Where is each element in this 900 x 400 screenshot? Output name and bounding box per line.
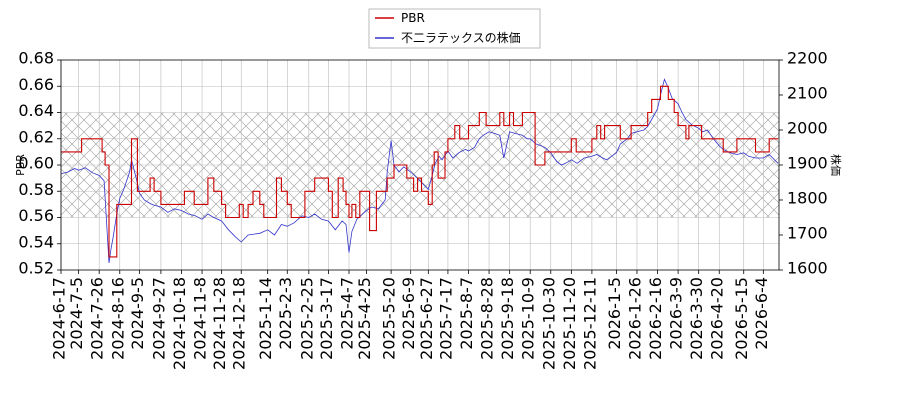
y-left-tick-label: 0.64 xyxy=(18,101,54,120)
x-tick-label: 2025-6-9 xyxy=(399,277,418,350)
y-left-tick-label: 0.58 xyxy=(18,180,54,199)
x-tick-label: 2025-2-25 xyxy=(297,277,316,360)
y-left-tick-label: 0.68 xyxy=(18,49,54,68)
x-tick-label: 2025-12-11 xyxy=(580,277,599,370)
y-right-tick-label: 1600 xyxy=(787,259,828,278)
x-tick-label: 2024-9-5 xyxy=(128,277,147,350)
y-axis-right: 1600 1700 1800 1900 2000 2100 2200 xyxy=(779,49,828,278)
x-tick-label: 2025-8-28 xyxy=(478,277,497,360)
x-tick-label: 2024-10-18 xyxy=(170,277,189,370)
y-left-tick-label: 0.56 xyxy=(18,206,54,225)
x-tick-label: 2025-7-17 xyxy=(436,277,455,360)
series-line-price xyxy=(61,78,779,264)
y-left-tick-label: 0.62 xyxy=(18,127,54,146)
x-tick-label: 2025-11-20 xyxy=(560,277,579,370)
legend-label-price: 不二ラテックスの株価 xyxy=(401,30,521,45)
y-axis-right-label: 株価 xyxy=(829,154,843,176)
legend-box xyxy=(368,8,541,49)
y-axis-left: 0.52 0.54 0.56 0.58 0.60 0.62 0.64 0.66 0.68 xyxy=(18,49,61,278)
x-tick-label: 2025-6-27 xyxy=(417,277,436,360)
x-tick-label: 2024-7-26 xyxy=(88,277,107,360)
x-tick-label: 2025-9-18 xyxy=(498,277,517,360)
y-left-tick-label: 0.66 xyxy=(18,75,54,94)
x-tick-label: 2024-9-27 xyxy=(149,277,168,360)
x-tick-label: 2024-8-16 xyxy=(108,277,127,360)
x-tick-label: 2024-11-28 xyxy=(210,277,229,370)
y-right-tick-label: 2100 xyxy=(787,84,828,103)
x-tick-label: 2026-1-26 xyxy=(625,277,644,360)
x-tick-label: 2025-2-3 xyxy=(276,277,295,350)
y-right-tick-label: 2200 xyxy=(787,49,828,68)
y-left-tick-label: 0.52 xyxy=(18,259,54,278)
legend: PBR 不二ラテックスの株価 xyxy=(368,8,541,49)
y-axis-left-label: PBR xyxy=(14,154,27,176)
x-tick-label: 2025-5-20 xyxy=(380,277,399,360)
x-tick-label: 2026-5-15 xyxy=(732,277,751,360)
y-right-tick-label: 1900 xyxy=(787,154,828,173)
x-tick-label: 2024-11-8 xyxy=(191,277,210,360)
x-tick-label: 2025-8-7 xyxy=(457,277,476,350)
x-tick-label: 2025-4-25 xyxy=(355,277,374,360)
x-tick-label: 2026-4-20 xyxy=(708,277,727,360)
x-tick-label: 2025-10-9 xyxy=(519,277,538,360)
x-tick-label: 2025-4-7 xyxy=(337,277,356,350)
x-tick-label: 2026-1-5 xyxy=(605,277,624,350)
y-left-tick-label: 0.54 xyxy=(18,232,54,251)
y-right-tick-label: 2000 xyxy=(787,119,828,138)
x-tick-label: 2026-3-30 xyxy=(687,277,706,360)
x-tick-label: 2025-3-17 xyxy=(317,277,336,360)
x-tick-label: 2026-6-4 xyxy=(752,277,771,350)
legend-label-pbr: PBR xyxy=(401,11,425,25)
y-left-tick-label: 0.60 xyxy=(18,154,54,173)
x-tick-label: 2025-10-30 xyxy=(539,277,558,370)
y-right-tick-label: 1800 xyxy=(787,189,828,208)
x-tick-label: 2025-1-14 xyxy=(256,277,275,360)
x-tick-label: 2024-12-18 xyxy=(230,277,249,370)
x-tick-label: 2024-6-17 xyxy=(50,277,69,360)
series-line-pbr xyxy=(61,85,778,258)
x-tick-label: 2026-3-9 xyxy=(667,277,686,350)
x-tick-label: 2026-2-16 xyxy=(646,277,665,360)
y-right-tick-label: 1700 xyxy=(787,224,828,243)
x-tick-label: 2024-7-5 xyxy=(67,277,86,350)
